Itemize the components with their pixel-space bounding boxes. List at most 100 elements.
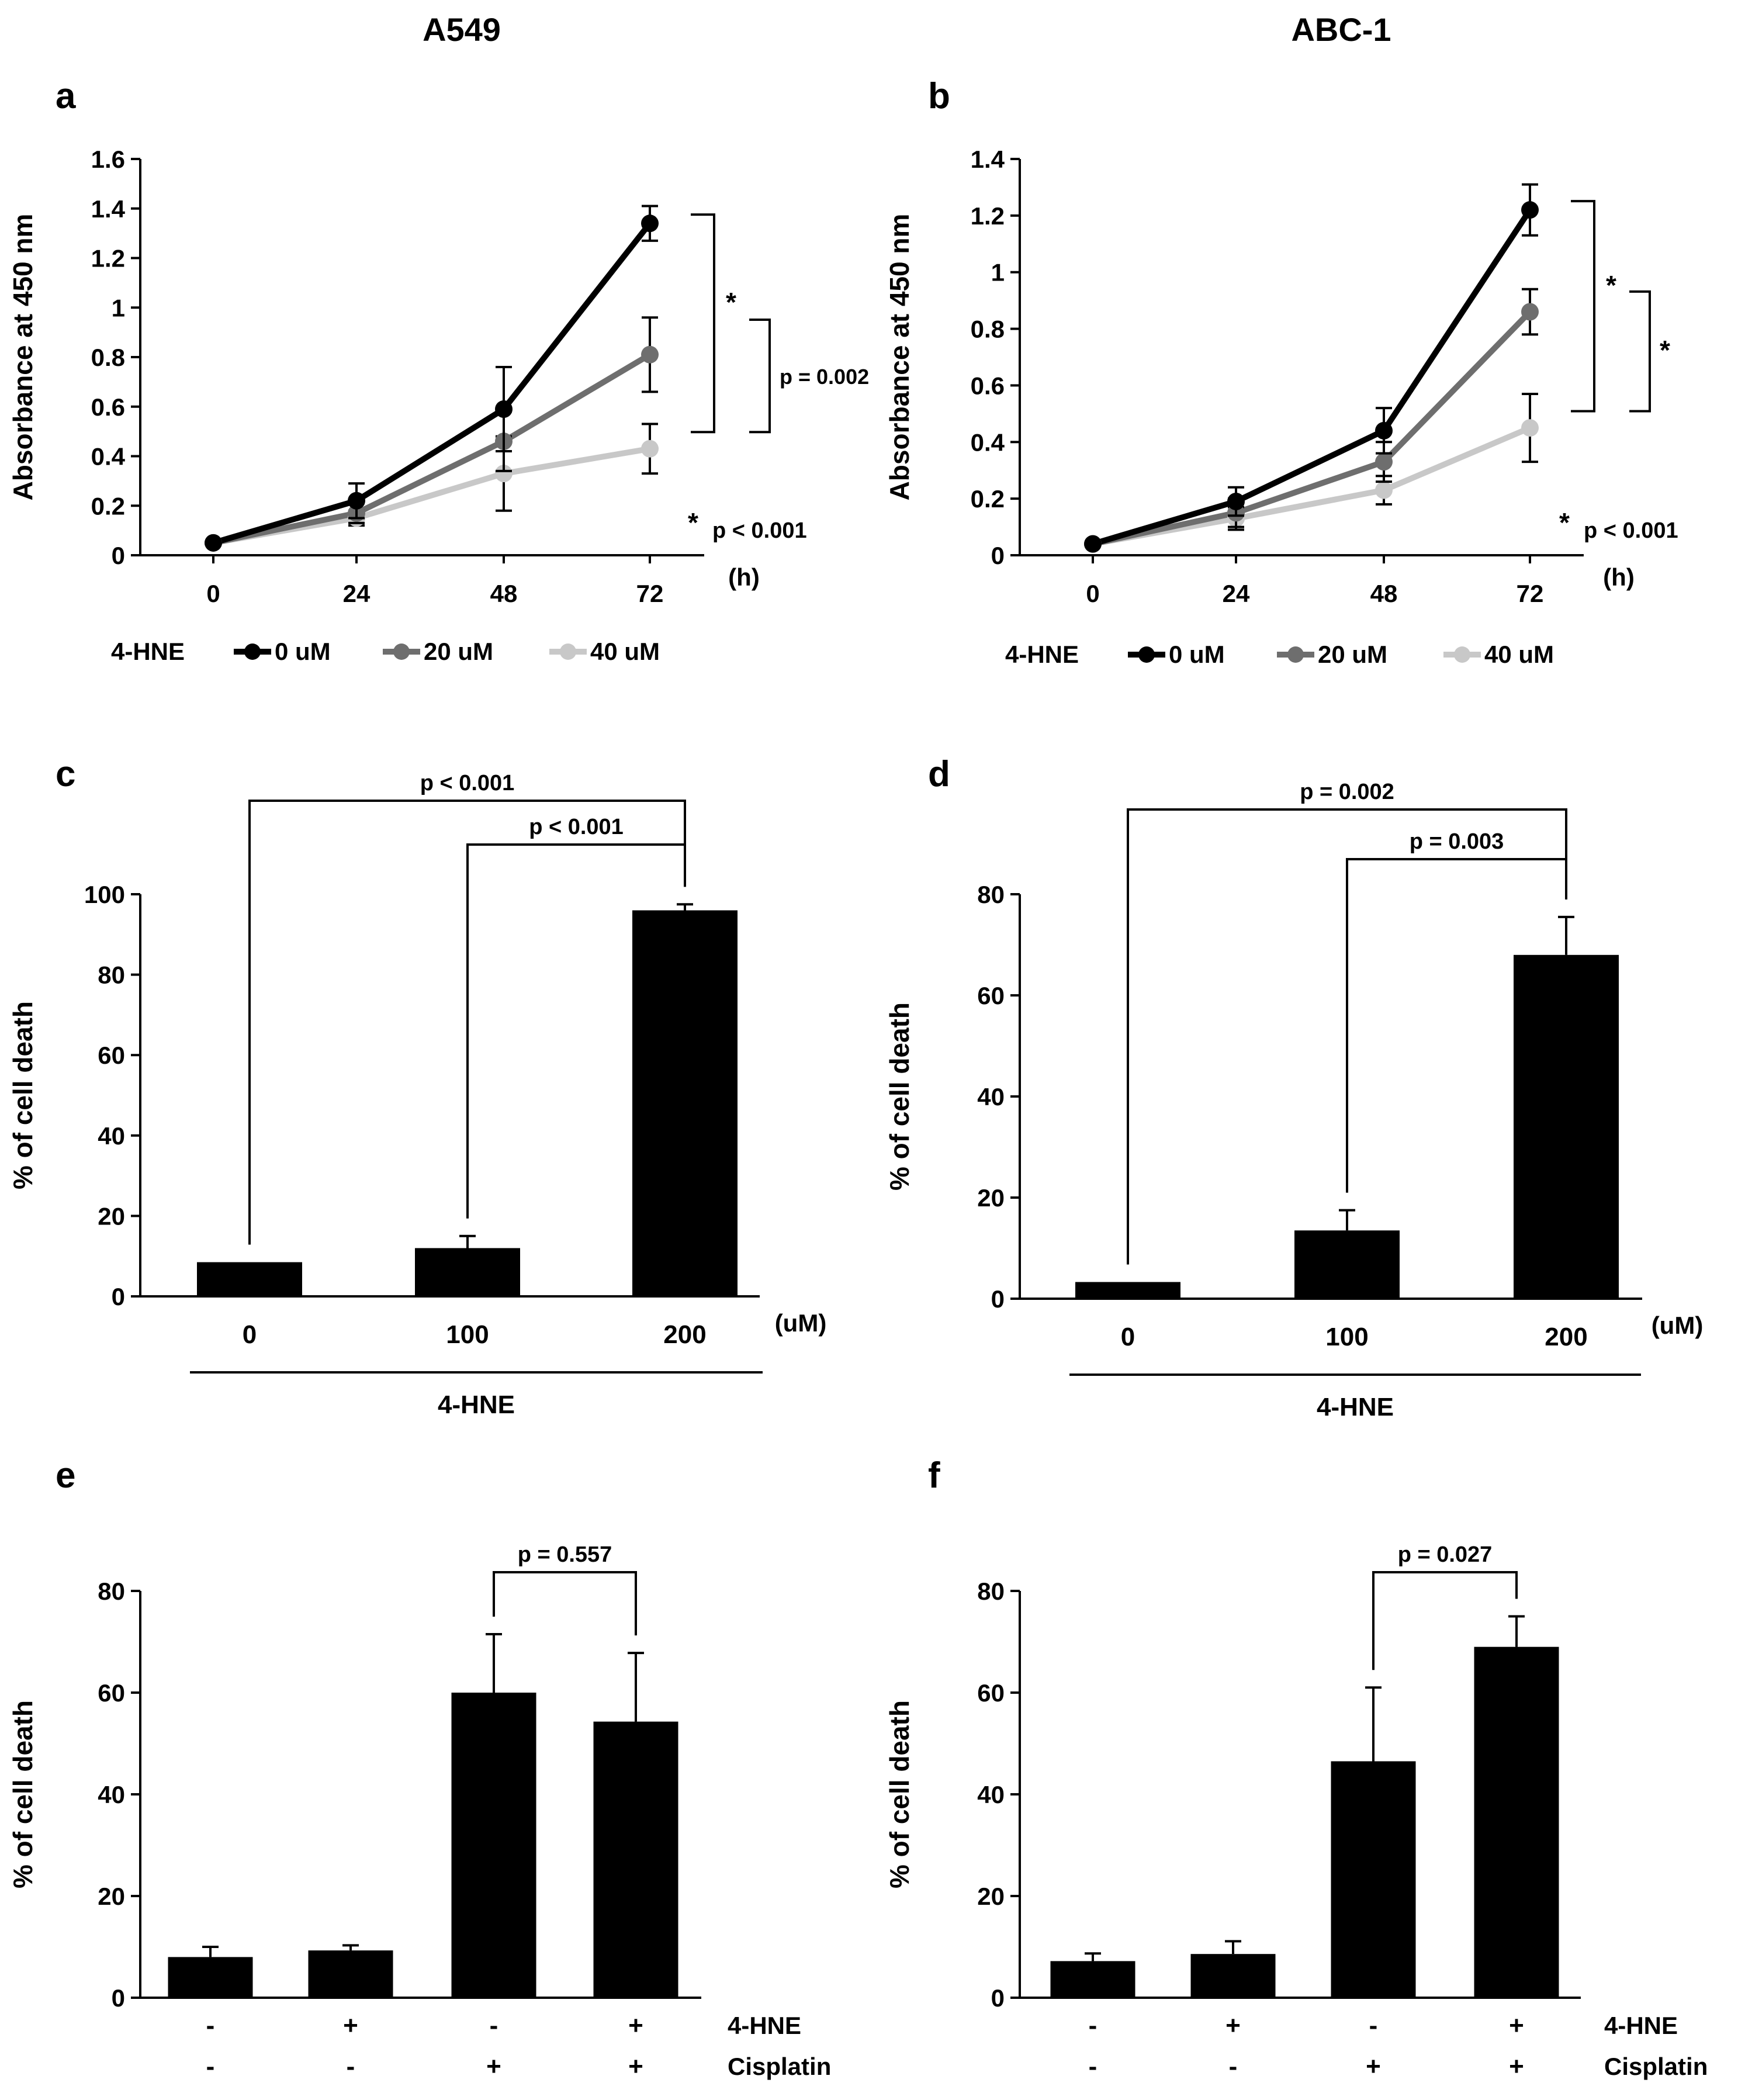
y-tick-label: 1 [112, 294, 125, 321]
y-tick-label: 1.6 [91, 146, 125, 173]
panel-label: c [56, 754, 75, 794]
y-axis-label: % of cell death [8, 1700, 38, 1888]
bar [1190, 1954, 1276, 1998]
significance-star: * [726, 287, 736, 317]
y-axis-label: % of cell death [884, 1002, 915, 1191]
comparison-label: p < 0.001 [420, 771, 515, 795]
condition-sign: - [347, 2052, 355, 2081]
y-tick-label: 40 [977, 1781, 1005, 1808]
condition-label: 4-HNE [1604, 2012, 1678, 2039]
bar [451, 1693, 536, 1998]
bar [632, 910, 738, 1296]
panel-a: a 0 0.2 0.4 0.6 0.8 1 1.2 1.4 1.6 Absorbance at 45… [8, 76, 869, 665]
y-tick-label: 0 [112, 542, 125, 569]
comparison-label: p = 0.003 [1410, 829, 1504, 854]
condition-label: 4-HNE [728, 2012, 801, 2039]
data-point [641, 345, 659, 364]
significance-bracket-inner [1629, 290, 1651, 413]
x-tick-label: 200 [1545, 1323, 1587, 1351]
panel-d: d 0 20 40 60 80 % of cell death 0 100 200 (uM) 4-HN… [884, 754, 1703, 1421]
panel-label: b [928, 76, 950, 116]
y-tick-label: 40 [98, 1781, 125, 1808]
x-tick-label: 72 [636, 580, 664, 607]
y-tick-label: 0 [112, 1283, 125, 1310]
group-label: 4-HNE [1317, 1393, 1394, 1421]
significance-bracket-outer [1571, 200, 1595, 413]
panel-f: f 0 20 40 60 80 % of cell death - + - +4-HNE - - + + Ci… [884, 1455, 1708, 2081]
legend-swatch-marker [560, 644, 576, 660]
y-tick-label: 20 [98, 1883, 125, 1910]
data-point [1375, 421, 1393, 440]
y-tick-label: 20 [977, 1883, 1005, 1910]
y-tick-label: 60 [977, 982, 1005, 1009]
legend-swatch-marker [244, 644, 261, 660]
x-tick-label: 200 [663, 1320, 706, 1349]
panel-label: f [928, 1455, 940, 1496]
y-tick-label: 0.6 [91, 393, 125, 421]
column-title-abc1: ABC-1 [1291, 11, 1391, 48]
x-unit-label: (h) [728, 563, 760, 591]
condition-sign: - [1229, 2052, 1238, 2081]
x-unit-label: (h) [1603, 563, 1635, 591]
x-tick-label: 0 [1086, 580, 1099, 607]
panel-c: c 0 20 40 60 80 100 % of cell death 0 100 200 (uM) 4… [8, 754, 826, 1419]
condition-sign: + [1509, 2011, 1524, 2040]
x-tick-label: 72 [1517, 580, 1544, 607]
significance-star: * [1606, 270, 1616, 300]
condition-sign: + [1366, 2052, 1381, 2081]
y-tick-label: 1.4 [91, 195, 126, 223]
y-tick-label: 40 [977, 1083, 1005, 1110]
bar [308, 1950, 393, 1998]
y-tick-label: 1.2 [971, 202, 1005, 230]
error-bar [1558, 915, 1574, 955]
data-point [1375, 481, 1393, 499]
legend-swatch-marker [1138, 646, 1155, 663]
legend-swatch-marker [1287, 646, 1304, 663]
condition-sign: + [628, 2011, 643, 2040]
x-tick-label: 0 [243, 1320, 257, 1349]
condition-label: Cisplatin [1604, 2053, 1708, 2080]
y-tick-label: 0 [991, 542, 1005, 569]
bar [1474, 1646, 1559, 1998]
legend-title: 4-HNE [1005, 641, 1079, 668]
footnote-label: p < 0.001 [712, 518, 807, 543]
y-tick-label: 60 [98, 1042, 125, 1069]
error-bar [1365, 1686, 1382, 1762]
error-bar [677, 903, 693, 911]
y-tick-label: 80 [98, 1577, 125, 1605]
data-point [1521, 201, 1539, 219]
condition-sign: + [1509, 2052, 1524, 2081]
y-axis-label: % of cell death [8, 1001, 38, 1189]
bar [415, 1248, 520, 1296]
condition-label: Cisplatin [728, 2053, 831, 2080]
condition-sign: + [1225, 2011, 1241, 2040]
y-tick-label: 1.4 [971, 146, 1005, 173]
panel-label: d [928, 754, 950, 794]
panel-label: e [56, 1455, 75, 1496]
condition-sign: - [206, 2011, 215, 2040]
y-tick-label: 0.6 [971, 372, 1005, 399]
condition-sign: + [628, 2052, 643, 2081]
data-point [641, 440, 659, 458]
error-bar [1508, 1615, 1525, 1647]
bar [1050, 1961, 1135, 1998]
y-axis-label: Absorbance at 450 nm [884, 214, 915, 501]
x-unit-label: (uM) [1652, 1312, 1704, 1339]
comparison-bracket [1127, 808, 1567, 1265]
data-point [1227, 492, 1245, 510]
legend-label: 20 uM [1318, 641, 1387, 668]
y-tick-label: 0.4 [91, 443, 126, 470]
y-tick-label: 0.4 [971, 428, 1005, 456]
comparison-label: p = 0.557 [518, 1542, 612, 1567]
bar [197, 1262, 302, 1296]
error-bar [202, 1946, 219, 1957]
x-unit-label: (uM) [775, 1309, 827, 1337]
footnote-label: p < 0.001 [1584, 518, 1678, 543]
error-bar [1085, 1952, 1101, 1961]
y-tick-label: 0.2 [91, 492, 125, 520]
x-tick-label: 24 [343, 580, 371, 607]
y-axis-label: Absorbance at 450 nm [8, 214, 38, 501]
panel-b: b 0 0.2 0.4 0.6 0.8 1 1.2 1.4 Absorbance at 450 n… [884, 76, 1678, 668]
y-tick-label: 0.8 [91, 344, 125, 371]
